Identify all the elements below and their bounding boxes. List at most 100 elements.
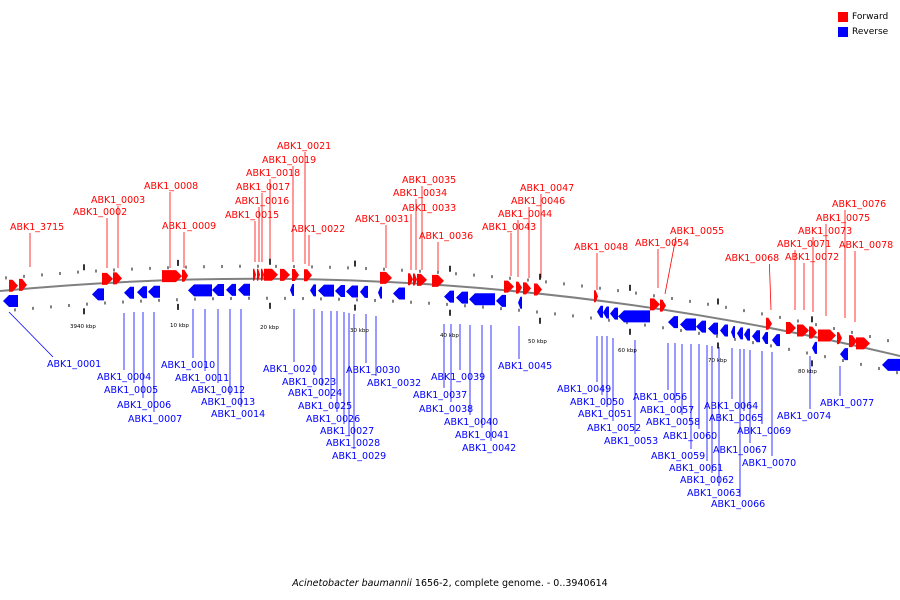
forward-swatch [838,11,848,22]
reverse-gene-label: ABK1_0007 [128,414,182,425]
forward-gene-label: ABK1_0019 [262,155,316,166]
reverse-gene-label: ABK1_0065 [709,413,763,424]
forward-gene-arrow [253,268,256,281]
kbp-scale-label: 50 kbp [528,339,547,345]
forward-gene-arrow [408,273,413,286]
forward-gene-arrow [856,337,870,350]
reverse-gene-label: ABK1_0052 [587,423,641,434]
reverse-gene-arrow [310,284,316,297]
reverse-gene-label: ABK1_0041 [455,430,509,441]
reverse-gene-arrow [92,288,104,301]
reverse-gene-arrow [188,284,212,297]
reverse-gene-arrow [496,294,506,307]
forward-gene-arrow [113,272,122,285]
forward-gene-leader [769,263,772,311]
forward-gene-arrow [809,326,817,339]
forward-gene-label: ABK1_0008 [144,181,198,192]
reverse-gene-label: ABK1_0026 [306,414,360,425]
reverse-gene-arrow [137,286,147,299]
forward-gene-label: ABK1_0002 [73,207,127,218]
reverse-gene-label: ABK1_0077 [820,398,874,409]
reverse-gene-label: ABK1_0061 [669,463,723,474]
reverse-gene-label: ABK1_0011 [175,373,229,384]
caption-rest: 1656-2, complete genome. - 0..3940614 [411,578,608,589]
reverse-gene-label: ABK1_0040 [444,417,498,428]
reverse-gene-arrow [238,283,250,296]
forward-gene-arrow [523,282,531,295]
reverse-gene-arrow [226,283,236,296]
kbp-scale-label: 60 kbp [618,348,637,354]
reverse-gene-label: ABK1_0010 [161,360,215,371]
forward-gene-arrow [162,270,182,283]
forward-gene-arrow [818,329,836,342]
forward-gene-arrow [660,299,666,312]
reverse-gene-arrow [610,307,618,320]
kbp-scale-label: 80 kbp [798,369,817,375]
reverse-gene-label: ABK1_0032 [367,378,421,389]
reverse-gene-arrow [731,326,735,339]
reverse-gene-arrow [346,285,358,298]
reverse-gene-label: ABK1_0053 [604,436,658,447]
forward-gene-label: ABK1_0035 [402,175,456,186]
reverse-gene-arrow [148,285,160,298]
forward-gene-arrow [432,274,444,287]
reverse-gene-arrow [212,284,224,297]
forward-gene-label: ABK1_0016 [235,196,289,207]
reverse-gene-label: ABK1_0051 [578,409,632,420]
kbp-scale-label: 30 kbp [350,328,369,334]
forward-gene-label: ABK1_0015 [225,210,279,221]
forward-gene-label: ABK1_0072 [785,252,839,263]
reverse-gene-label: ABK1_0014 [211,409,265,420]
reverse-gene-arrow [335,285,345,298]
forward-gene-arrow [413,273,417,286]
reverse-gene-label: ABK1_0070 [742,458,796,469]
legend-item-forward: Forward [838,9,888,24]
reverse-gene-arrow [680,318,696,331]
forward-gene-arrow [102,272,113,285]
reverse-gene-arrow [720,324,728,337]
forward-gene-label: ABK1_0044 [498,209,552,220]
kbp-scale-labels: 3940 kbp 10 kbp 20 kbp 30 kbp 40 kbp 50 kbp 60… [70,323,817,375]
reverse-gene-label: ABK1_0074 [777,411,831,422]
forward-gene-label: ABK1_0076 [832,199,886,210]
reverse-gene-arrow [444,290,454,303]
reverse-gene-arrow [737,327,743,340]
reverse-gene-label: ABK1_0066 [711,499,765,510]
forward-gene-arrow [534,283,542,296]
reverse-gene-arrow [378,286,382,299]
reverse-gene-arrow [882,358,900,371]
reverse-gene-leader [8,311,54,358]
reverse-gene-label: ABK1_0001 [47,359,101,370]
forward-gene-arrow [264,268,278,281]
reverse-gene-label: ABK1_0069 [737,426,791,437]
forward-gene-label: ABK1_3715 [10,222,64,233]
forward-gene-label: ABK1_0017 [236,182,290,193]
reverse-gene-label: ABK1_0050 [570,397,624,408]
reverse-gene-label: ABK1_0037 [413,390,467,401]
reverse-gene-arrow [597,305,603,318]
forward-gene-label: ABK1_0022 [291,224,345,235]
reverse-gene-label: ABK1_0024 [288,388,342,399]
forward-gene-arrow [786,322,796,335]
legend-label-reverse: Reverse [852,26,889,37]
reverse-gene-label: ABK1_0029 [332,451,386,462]
reverse-gene-label: ABK1_0058 [646,417,700,428]
reverse-gene-arrow [456,291,468,304]
kbp-scale-label: 3940 kbp [70,324,96,330]
forward-gene-arrow [650,298,660,311]
reverse-gene-label: ABK1_0045 [498,361,552,372]
forward-gene-label: ABK1_0018 [246,168,300,179]
map-caption: Acinetobacter baumannii 1656-2, complete… [0,578,900,589]
forward-gene-label: ABK1_0003 [91,195,145,206]
reverse-gene-label: ABK1_0057 [640,405,694,416]
forward-gene-label: ABK1_0036 [419,231,473,242]
reverse-gene-label: ABK1_0025 [298,401,352,412]
forward-gene-label: ABK1_0046 [511,196,565,207]
reverse-features [3,283,900,371]
forward-gene-label: ABK1_0068 [725,253,779,264]
forward-gene-arrow [304,269,312,282]
forward-features [9,268,870,350]
forward-gene-arrow [9,279,18,292]
reverse-gene-label: ABK1_0005 [104,385,158,396]
legend-label-forward: Forward [852,11,889,22]
